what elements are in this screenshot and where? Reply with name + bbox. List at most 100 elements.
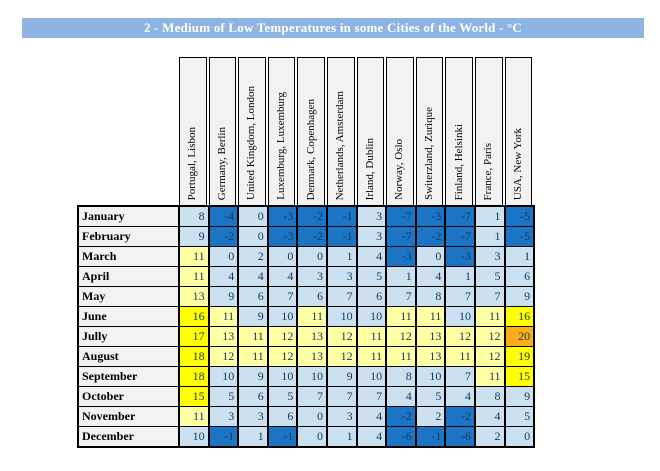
temperature-cell: -6	[444, 426, 476, 448]
table-row: March 11 0 2 0 0 1 4 -3 0 -3 3 1	[77, 246, 536, 267]
temperature-cell: 11	[355, 326, 388, 347]
temperature-cell: 11	[237, 326, 269, 347]
table-row: Jully 17 13 11 12 13 12 11 12 13 12 12 20	[77, 326, 536, 347]
temperature-cell: 9	[237, 366, 269, 387]
city-header-label: Luxemburg, Luxemburg	[275, 92, 288, 200]
city-header-label: Norway, Oslo	[393, 139, 406, 200]
city-header-cell: France, Paris	[474, 57, 504, 205]
temperature-cell: 3	[207, 406, 240, 427]
month-label: February	[77, 226, 180, 247]
city-header-cell: Finland, Helsinki	[444, 57, 474, 205]
city-header-strip: Irland, Dublin	[356, 57, 385, 205]
temperature-cell: 16	[503, 306, 536, 327]
temperature-cell: 11	[178, 246, 210, 267]
city-header-cell: Luxemburg, Luxemburg	[267, 57, 297, 205]
city-header-strip: Finland, Helsinki	[445, 57, 473, 205]
temperature-cell: 0	[296, 246, 328, 267]
city-header-strip: Netherlands, Amsterdam	[326, 57, 355, 205]
city-header-strip: USA, New York	[504, 57, 533, 205]
temperature-cell: 4	[237, 266, 269, 287]
temperature-cell: 6	[266, 406, 299, 427]
city-header-label: Denmark, Copenhagen	[304, 98, 317, 200]
temperature-cell: 8	[385, 366, 417, 387]
temperature-cell: 7	[385, 286, 417, 307]
temperature-cell: -6	[385, 426, 417, 448]
temperature-cell: 7	[325, 386, 358, 407]
temperature-cell: -3	[385, 246, 417, 267]
temperature-cell: -2	[444, 406, 476, 427]
month-label: April	[77, 266, 180, 287]
temperature-cell: 9	[325, 366, 358, 387]
temperature-cell: 0	[414, 246, 447, 267]
city-header-cell: Norway, Oslo	[385, 57, 415, 205]
title-bar: 2 - Medium of Low Temperatures in some C…	[22, 18, 644, 38]
temperature-cell: 2	[237, 246, 269, 267]
table-row: June 16 11 9 10 11 10 10 11 11 10 11 16	[77, 306, 536, 327]
temperature-cell: 5	[207, 386, 240, 407]
table-row: September 18 10 9 10 10 9 10 8 10 7 11 15	[77, 366, 536, 387]
table-row: May 13 9 6 7 6 7 6 7 8 7 7 9	[77, 286, 536, 307]
temperature-cell: 5	[414, 386, 447, 407]
table-row: January 8 -4 0 -3 -2 -1 3 -7 -3 -7 1 -5	[77, 205, 536, 227]
temperature-cell: 7	[266, 286, 299, 307]
temperature-cell: 12	[473, 346, 506, 367]
temperature-cell: 18	[178, 366, 210, 387]
temperature-cell: 8	[178, 205, 210, 227]
temperature-cell: 9	[237, 306, 269, 327]
temperature-cell: 4	[355, 426, 388, 448]
temperature-cell: 10	[414, 366, 447, 387]
temperature-cell: 0	[266, 246, 299, 267]
temperature-cell: 6	[237, 286, 269, 307]
temperature-cell: 0	[503, 426, 536, 448]
temperature-cell: -7	[444, 205, 476, 227]
city-header-label: Irland, Dublin	[363, 137, 376, 200]
temperature-cell: 10	[325, 306, 358, 327]
temperature-cell: 4	[207, 266, 240, 287]
month-label: December	[77, 426, 180, 448]
temperature-cell: 16	[178, 306, 210, 327]
temperature-cell: -3	[266, 205, 299, 227]
temperature-cell: 12	[325, 346, 358, 367]
city-header-label: Germany, Berlin	[215, 126, 228, 200]
temperature-cell: 7	[444, 366, 476, 387]
temperature-cell: 11	[178, 266, 210, 287]
city-header-label: Netherlands, Amsterdam	[334, 90, 347, 200]
temperature-cell: 7	[355, 386, 388, 407]
temperature-cell: -1	[325, 205, 358, 227]
temperature-cell: 3	[473, 246, 506, 267]
temperature-table: Portugal, Lisbon Germany, Berlin United Ki…	[77, 57, 536, 448]
temperature-cell: 3	[237, 406, 269, 427]
temperature-cell: 7	[444, 286, 476, 307]
temperature-cell: 15	[178, 386, 210, 407]
temperature-cell: 1	[325, 426, 358, 448]
page-title: 2 - Medium of Low Temperatures in some C…	[143, 20, 523, 35]
city-header-strip: Luxemburg, Luxemburg	[267, 57, 296, 205]
city-header-cell: Germany, Berlin	[208, 57, 238, 205]
temperature-cell: 19	[503, 346, 536, 367]
month-label: January	[77, 205, 180, 227]
temperature-cell: 4	[473, 406, 506, 427]
temperature-cell: -1	[414, 426, 447, 448]
temperature-cell: 2	[414, 406, 447, 427]
temperature-cell: 0	[296, 426, 328, 448]
temperature-cell: 13	[296, 346, 328, 367]
temperature-cell: -3	[444, 246, 476, 267]
temperature-cell: 11	[385, 306, 417, 327]
temperature-cell: 7	[296, 386, 328, 407]
temperature-cell: 13	[414, 326, 447, 347]
temperature-cell: 13	[296, 326, 328, 347]
city-header-strip: Germany, Berlin	[208, 57, 237, 205]
temperature-cell: 8	[473, 386, 506, 407]
city-header-cell: Netherlands, Amsterdam	[326, 57, 356, 205]
temperature-cell: 5	[355, 266, 388, 287]
city-header-strip: France, Paris	[474, 57, 503, 205]
temperature-cell: -7	[385, 226, 417, 247]
city-header-label: Finland, Helsinki	[452, 123, 465, 200]
temperature-cell: 5	[503, 406, 536, 427]
temperature-cell: -3	[266, 226, 299, 247]
city-header-row: Portugal, Lisbon Germany, Berlin United Ki…	[178, 57, 535, 205]
month-label: June	[77, 306, 180, 327]
month-label: November	[77, 406, 180, 427]
temperature-cell: -5	[503, 205, 536, 227]
temperature-cell: -4	[207, 205, 240, 227]
